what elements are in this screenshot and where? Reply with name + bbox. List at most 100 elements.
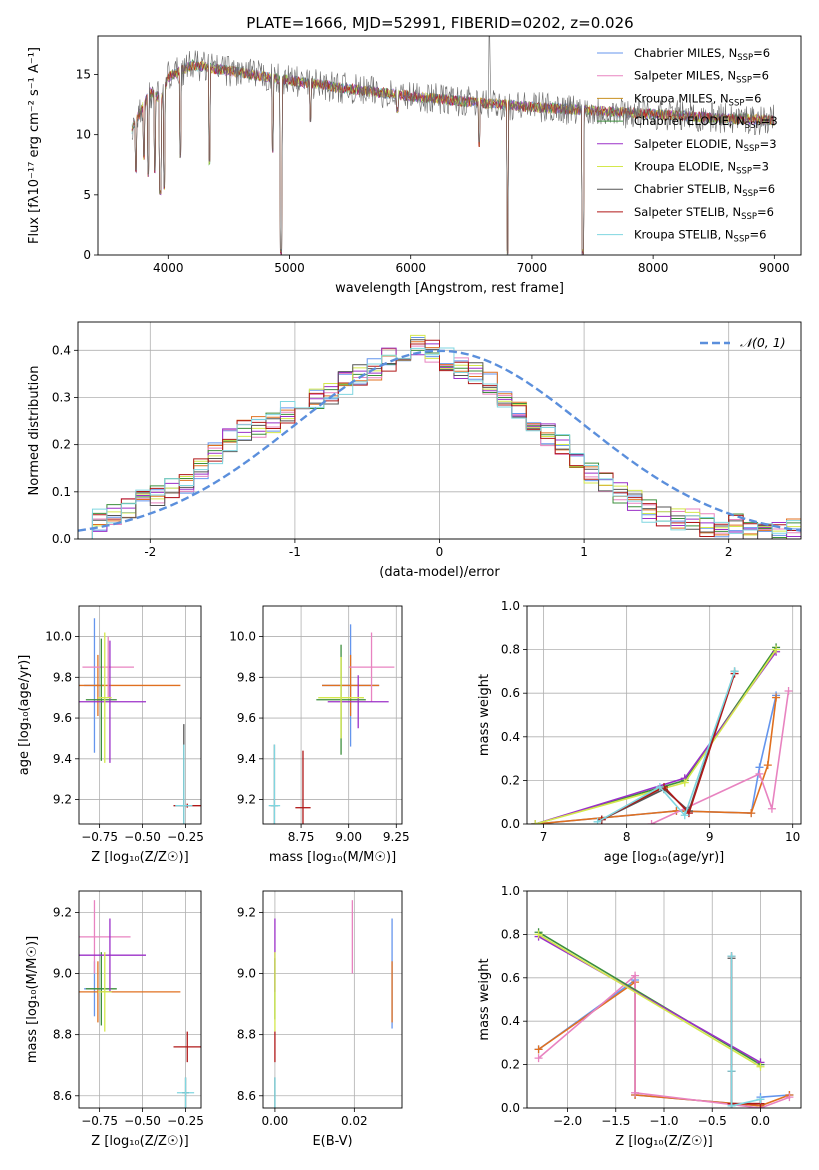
error-bar-point <box>348 632 395 702</box>
weight-marker <box>680 811 689 820</box>
y-axis-label: mass [log₁₀(M/M☉)] <box>25 936 40 1063</box>
error-bar-point <box>268 744 281 824</box>
weight-series <box>647 687 793 824</box>
weight-marker <box>531 820 540 824</box>
model-spectrum-line <box>131 61 775 255</box>
x-tick-label: 0.00 <box>262 1114 289 1128</box>
weight-marker <box>631 1088 640 1097</box>
error-bar-point <box>175 744 193 824</box>
y-tick-label: 15 <box>76 68 91 82</box>
legend-value: =6 <box>758 182 775 196</box>
x-tick-label: 8 <box>623 830 631 844</box>
data-spectrum-line <box>131 36 775 255</box>
error-bar-point <box>79 654 181 717</box>
chart-layers: 4000 5000 6000 7000 8000 9000051015wavelength… <box>17 35 802 1149</box>
weight-marker <box>680 778 689 787</box>
weight-line <box>538 931 761 1066</box>
weight-marker <box>593 817 602 824</box>
y-tick-label: 9.2 <box>237 905 256 919</box>
weight-marker <box>727 1067 736 1076</box>
legend-value: =6 <box>757 205 774 219</box>
legend-sub: SSP <box>741 212 757 222</box>
legend-sub: SSP <box>734 235 750 245</box>
x-tick-label: 9.00 <box>335 830 362 844</box>
legend-sub: SSP <box>729 98 745 108</box>
y-tick-label: 0.2 <box>52 438 71 452</box>
axes-0: 4000 5000 6000 7000 8000 9000 0 5 10 15 wavelength… <box>27 35 802 296</box>
axes-frame <box>78 605 202 825</box>
legend-label: 𝒩(0, 1) <box>740 335 786 350</box>
x-axis-label: Z [log₁₀(Z/Z☉)] <box>615 1134 712 1149</box>
error-bar-point <box>79 640 147 763</box>
legend-sub: SSP <box>744 144 760 154</box>
y-tick-label: 0.1 <box>52 485 71 499</box>
y-axis-label: Flux [fλ10⁻¹⁷ erg cm⁻² s⁻¹ A⁻¹] <box>27 47 42 244</box>
x-axis-label: age [log₁₀(age/yr)] <box>604 850 725 865</box>
plot-area-1 <box>78 334 801 539</box>
weight-line <box>535 697 777 824</box>
x-tick-label: −0.5 <box>698 1114 727 1128</box>
x-axis-label: E(B-V) <box>312 1134 352 1149</box>
x-tick-label: 2 <box>725 545 733 559</box>
normal-curve <box>78 349 801 532</box>
error-bar-point <box>85 952 117 1026</box>
weight-line <box>535 651 777 824</box>
weight-marker <box>647 820 656 824</box>
y-tick-label: 0.0 <box>501 1101 520 1115</box>
y-tick-label: 8.6 <box>237 1089 256 1103</box>
legend-sub: SSP <box>745 121 761 131</box>
x-axis-label: wavelength [Angstrom, rest frame] <box>335 281 564 296</box>
weight-marker <box>534 1045 543 1054</box>
x-tick-label: 0.0 <box>751 1114 770 1128</box>
y-tick-label: 10.0 <box>229 630 256 644</box>
x-tick-label: −0.75 <box>81 830 118 844</box>
weight-marker <box>756 1062 765 1071</box>
weight-marker <box>534 1054 543 1063</box>
error-bar-point <box>82 636 134 698</box>
error-bar-point <box>327 675 389 729</box>
x-tick-label: −2.0 <box>553 1114 582 1128</box>
y-tick-label: 0.4 <box>501 730 520 744</box>
legend-entry: Salpeter ELODIE, NSSP=3 <box>634 137 777 154</box>
legend-value: =3 <box>761 114 778 128</box>
legend-label: Chabrier MILES, N <box>634 46 737 60</box>
legend-sub: SSP <box>736 76 752 86</box>
axes-frame <box>526 890 802 1109</box>
axes-frame <box>262 605 403 825</box>
y-tick-label: 8.8 <box>53 1028 72 1042</box>
error-bar-point <box>97 632 112 763</box>
y-tick-label: 0.0 <box>52 532 71 546</box>
model-spectrum-line <box>131 60 775 255</box>
y-tick-label: 0.4 <box>501 1014 520 1028</box>
weight-marker <box>756 1095 765 1104</box>
x-tick-label: 9.25 <box>383 830 410 844</box>
legend-value: =3 <box>752 160 769 174</box>
x-tick-label: 6000 <box>395 261 426 275</box>
legend-entry: Chabrier ELODIE, NSSP=3 <box>634 114 778 131</box>
legend-label: Salpeter MILES, N <box>634 69 736 83</box>
x-tick-label: 7000 <box>517 261 548 275</box>
y-tick-label: 9.0 <box>237 967 256 981</box>
weight-line <box>597 671 736 823</box>
axes-2: −0.75 −0.50 −0.25 9.2 9.4 9.6 9.8 10.0 Z [log₁₀(… <box>17 605 204 865</box>
legend-entry: Kroupa ELODIE, NSSP=3 <box>634 160 769 177</box>
y-tick-label: 9.2 <box>53 793 72 807</box>
error-bar-point <box>85 638 117 761</box>
y-tick-label: 10 <box>76 128 91 142</box>
y-tick-label: 0.0 <box>501 817 520 831</box>
x-tick-label: 9 <box>706 830 714 844</box>
legend-entry: Salpeter STELIB, NSSP=6 <box>634 205 774 222</box>
y-tick-label: 9.6 <box>53 711 72 725</box>
y-tick-label: 0.3 <box>52 390 71 404</box>
weight-series <box>531 691 781 824</box>
x-axis-label: mass [log₁₀(M/M☉)] <box>269 850 396 865</box>
weight-marker <box>785 1093 794 1102</box>
error-bar-point <box>322 654 380 717</box>
weight-line <box>538 933 761 1068</box>
figure-title: PLATE=1666, MJD=52991, FIBERID=0202, z=0… <box>246 14 633 32</box>
weight-marker <box>767 804 776 813</box>
y-axis-label: mass weight <box>477 958 492 1040</box>
axes-3: 8.75 9.00 9.25 9.2 9.4 9.6 9.8 10.0 mass [log₁₀(… <box>229 605 410 865</box>
weight-marker <box>727 952 736 961</box>
axes-6: 0.00 0.02 8.6 8.8 9.0 9.2 E(B-V) <box>237 890 403 1149</box>
